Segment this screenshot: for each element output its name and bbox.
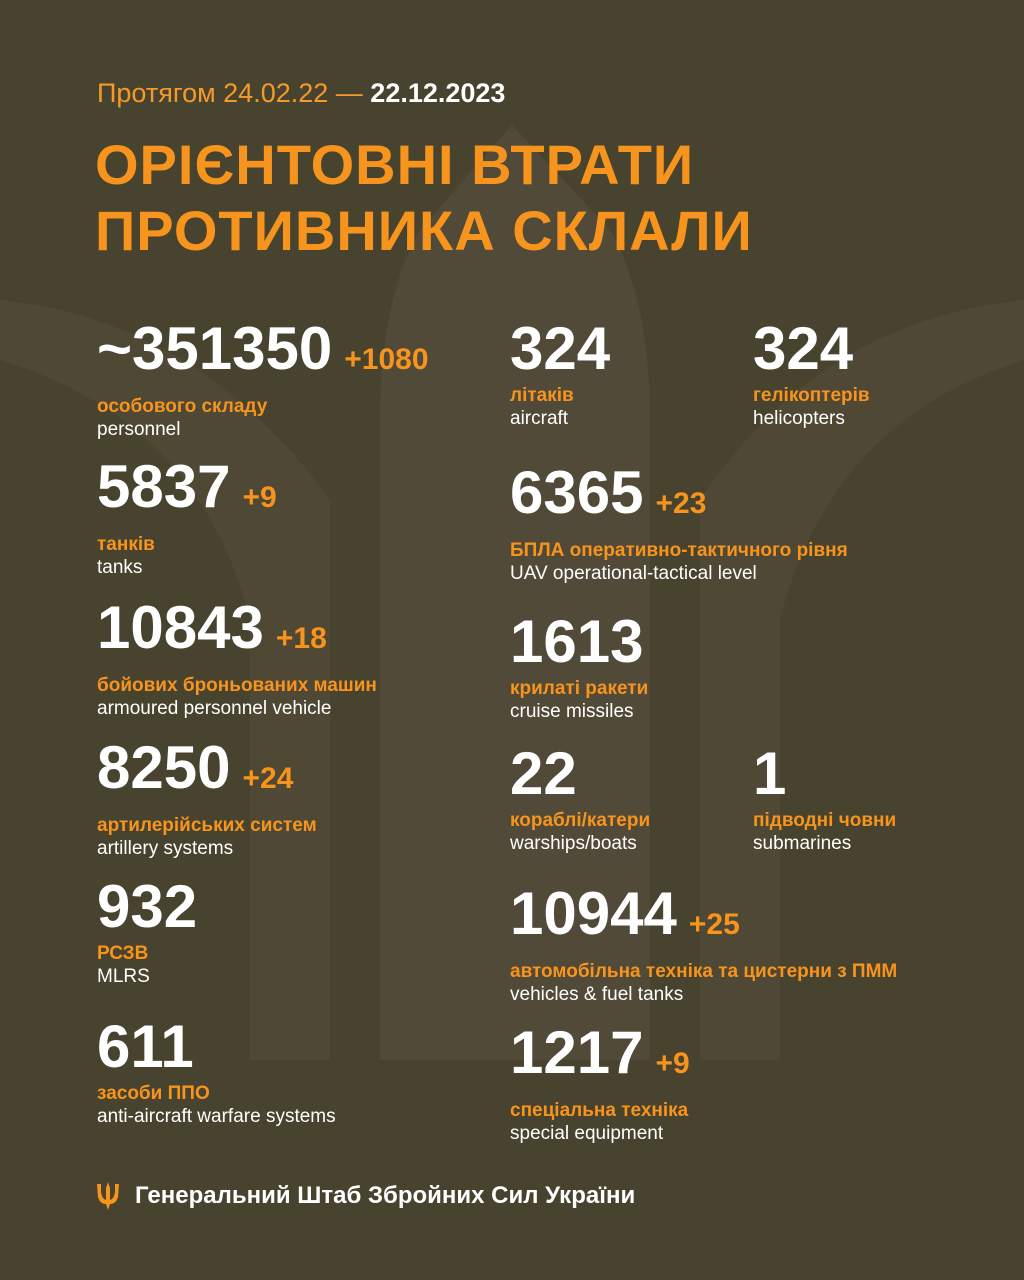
title-line-2: ПРОТИВНИКА СКЛАЛИ — [95, 199, 753, 262]
stat-delta: +25 — [688, 908, 740, 941]
stat-value: 324 — [753, 318, 870, 380]
stat-number: 5837 — [97, 453, 231, 520]
stat-special-equipment: 1217 +9 спеціальна техніка special equipm… — [510, 1022, 690, 1145]
stat-label-ua: артилерійських систем — [97, 815, 317, 836]
stat-helicopters: 324 гелікоптерів helicopters — [753, 318, 870, 430]
stat-label-ua: засоби ППО — [97, 1083, 210, 1104]
stat-label-ua: підводні човни — [753, 810, 897, 831]
stat-label-en: cruise missiles — [510, 701, 634, 722]
stat-warships: 22 кораблі/катери warships/boats — [510, 743, 650, 855]
stat-label-en: anti-aircraft warfare systems — [97, 1106, 336, 1127]
stat-submarines: 1 підводні човни submarines — [753, 743, 896, 855]
stat-label-en: submarines — [753, 833, 852, 854]
stat-label-en: tanks — [97, 557, 143, 578]
stat-value: 22 — [510, 743, 650, 805]
stat-uav: 6365 +23 БПЛА оперативно-тактичного рівня… — [510, 462, 848, 585]
stat-label-en: MLRS — [97, 966, 150, 987]
stat-number: 932 — [97, 873, 198, 940]
stat-number: 611 — [97, 1013, 194, 1080]
period-text: Протягом 24.02.22 — 22.12.2023 — [97, 78, 505, 109]
stat-delta: +9 — [655, 1047, 690, 1080]
footer: Генеральний Штаб Збройних Сил України — [97, 1182, 635, 1210]
stat-value: 932 — [97, 876, 197, 938]
title-line-1: ОРІЄНТОВНІ ВТРАТИ — [95, 133, 695, 196]
period-start: Протягом 24.02.22 — — [97, 78, 363, 108]
stat-delta: +23 — [655, 487, 707, 520]
stat-number: 324 — [510, 315, 611, 382]
stat-label-en: armoured personnel vehicle — [97, 698, 332, 719]
period-end: 22.12.2023 — [370, 78, 506, 108]
stat-delta: +18 — [275, 622, 327, 655]
stat-label-ua: БПЛА оперативно-тактичного рівня — [510, 540, 848, 561]
stat-label-en: helicopters — [753, 408, 845, 429]
stat-number: 22 — [510, 740, 577, 807]
stat-label-ua: кораблі/катери — [510, 810, 651, 831]
stat-value: 10944 +25 — [510, 883, 897, 956]
stat-number: 6365 — [510, 459, 644, 526]
stat-label-en: vehicles & fuel tanks — [510, 984, 684, 1005]
stat-value: 611 — [97, 1016, 336, 1078]
stat-label-ua: автомобільна техніка та цистерни з ПММ — [510, 961, 898, 982]
stat-value: 324 — [510, 318, 610, 380]
stat-vehicles: 10944 +25 автомобільна техніка та цистерн… — [510, 883, 897, 1006]
stat-number: ~351350 — [97, 315, 333, 382]
stat-label-ua: РСЗВ — [97, 943, 149, 964]
stat-label-ua: особового складу — [97, 396, 268, 417]
stat-aircraft: 324 літаків aircraft — [510, 318, 610, 430]
stat-delta: +1080 — [344, 343, 429, 376]
stat-number: 10843 — [97, 594, 264, 661]
footer-text: Генеральний Штаб Збройних Сил України — [135, 1182, 636, 1209]
stat-delta: +9 — [242, 481, 277, 514]
stat-value: 1217 +9 — [510, 1022, 690, 1095]
stat-value: 6365 +23 — [510, 462, 848, 535]
stat-label-ua: гелікоптерів — [753, 385, 870, 406]
stat-number: 10944 — [510, 880, 677, 947]
page-title: ОРІЄНТОВНІ ВТРАТИ ПРОТИВНИКА СКЛАЛИ — [95, 132, 753, 264]
stat-number: 1217 — [510, 1019, 644, 1086]
stat-number: 1613 — [510, 608, 644, 675]
stat-anti-aircraft: 611 засоби ППО anti-aircraft warfare sys… — [97, 1016, 336, 1128]
stat-value: ~351350 +1080 — [97, 318, 429, 391]
stat-value: 10843 +18 — [97, 597, 377, 670]
trident-icon — [97, 1182, 119, 1210]
stat-label-ua: танків — [97, 534, 155, 555]
stat-label-en: UAV operational-tactical level — [510, 563, 757, 584]
stat-label-en: warships/boats — [510, 833, 637, 854]
stat-mlrs: 932 РСЗВ MLRS — [97, 876, 197, 988]
stat-value: 8250 +24 — [97, 737, 317, 810]
stat-personnel: ~351350 +1080 особового складу personnel — [97, 318, 429, 441]
stat-value: 1 — [753, 743, 896, 805]
stat-label-en: personnel — [97, 419, 181, 440]
stat-label-en: special equipment — [510, 1123, 664, 1144]
stat-value: 1613 — [510, 611, 648, 673]
stat-label-en: aircraft — [510, 408, 569, 429]
stat-number: 1 — [753, 740, 787, 807]
stat-label-en: artillery systems — [97, 838, 234, 859]
stat-number: 8250 — [97, 734, 231, 801]
stat-label-ua: бойових броньованих машин — [97, 675, 377, 696]
stat-label-ua: спеціальна техніка — [510, 1100, 689, 1121]
stat-label-ua: літаків — [510, 385, 574, 406]
stat-tanks: 5837 +9 танків tanks — [97, 456, 277, 579]
stat-cruise-missiles: 1613 крилаті ракети cruise missiles — [510, 611, 648, 723]
stat-label-ua: крилаті ракети — [510, 678, 649, 699]
stat-delta: +24 — [242, 762, 294, 795]
stat-artillery: 8250 +24 артилерійських систем artillery … — [97, 737, 317, 860]
stat-value: 5837 +9 — [97, 456, 277, 529]
stat-apv: 10843 +18 бойових броньованих машин armou… — [97, 597, 377, 720]
stat-number: 324 — [753, 315, 854, 382]
